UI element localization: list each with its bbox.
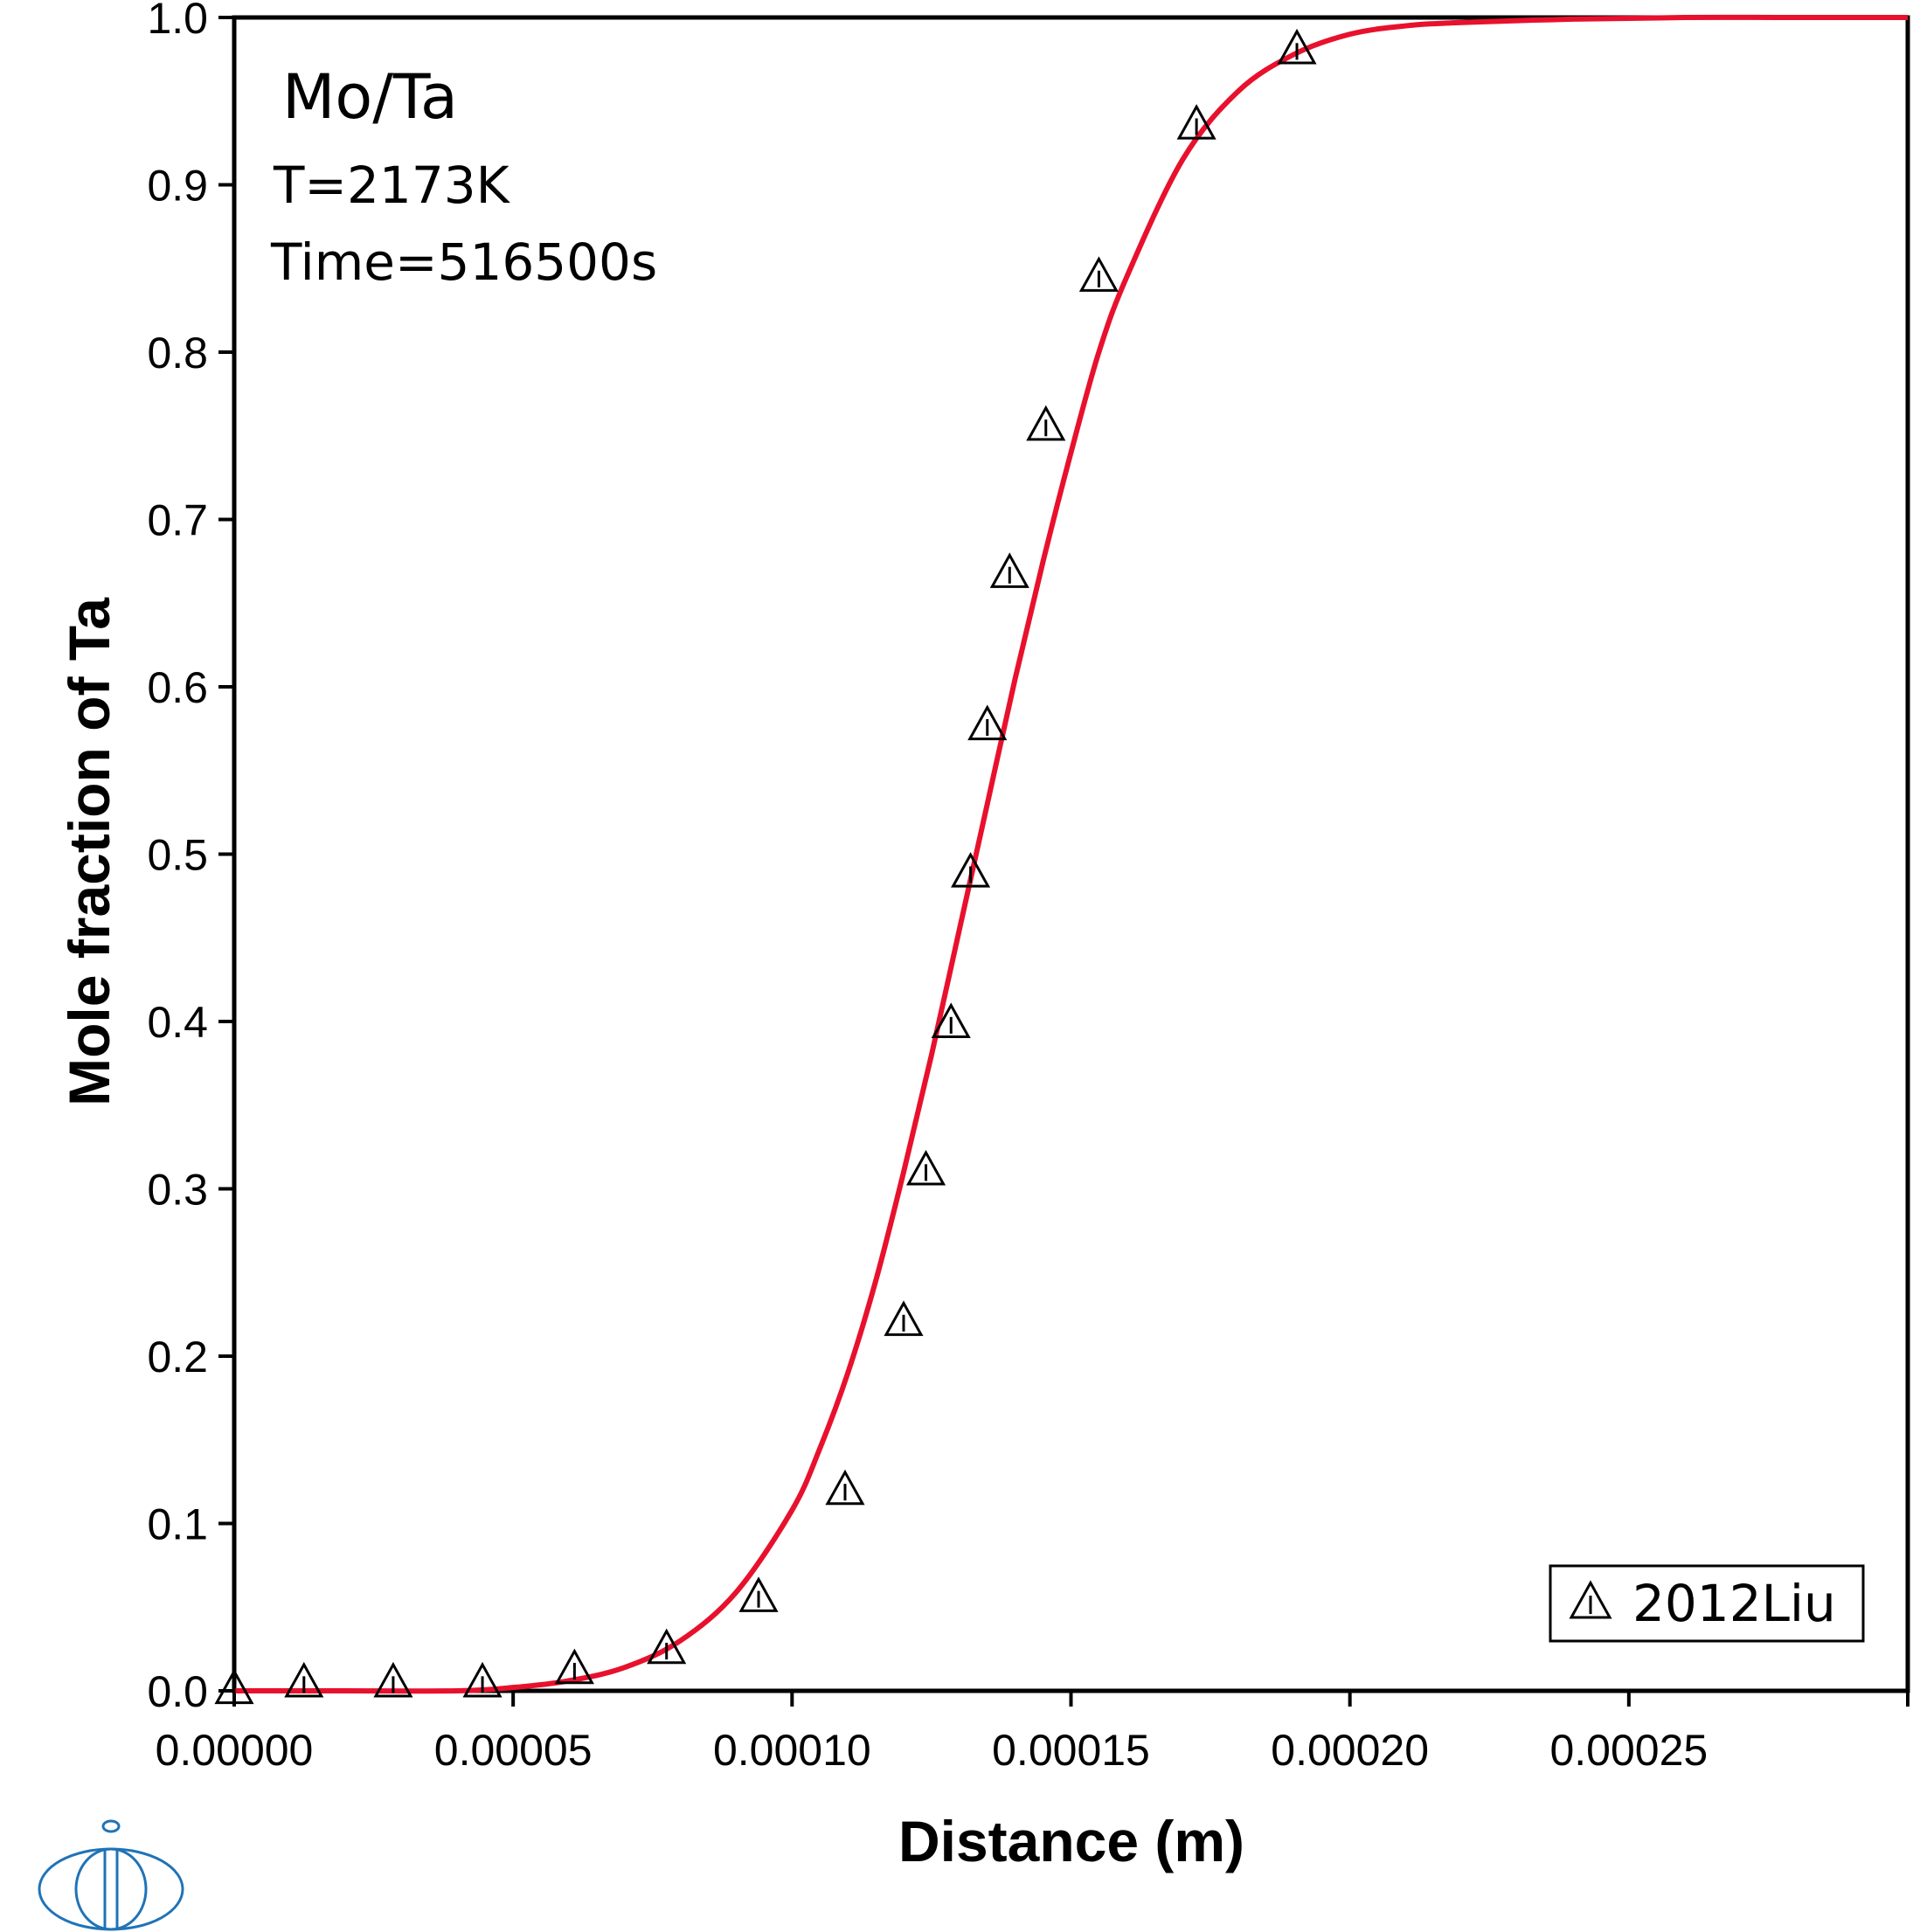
data-point-triangle [373, 1661, 413, 1698]
data-point-triangle [1277, 28, 1317, 65]
y-axis-title: Mole fraction of Ta [57, 597, 121, 1106]
y-axis-ticks: 0.0 0.1 0.2 0.3 0.4 0.5 0.6 0.7 0.8 0.9 1.0 [147, 0, 234, 1716]
x-tick-label: 0.00025 [1549, 1726, 1708, 1775]
data-point-triangle [214, 1668, 254, 1705]
y-tick-label: 1.0 [147, 0, 208, 43]
data-point-triangle [884, 1300, 924, 1336]
data-point-triangle [554, 1648, 594, 1685]
data-point-triangle [989, 552, 1029, 588]
data-point-triangle [967, 704, 1008, 741]
data-point-triangle [1078, 256, 1119, 292]
y-tick-label: 0.8 [147, 329, 208, 377]
y-tick-label: 0.1 [147, 1500, 208, 1549]
data-point-triangle [647, 1628, 687, 1665]
data-point-triangle [1569, 1580, 1612, 1619]
data-point-triangle [905, 1149, 946, 1186]
y-tick-label: 0.2 [147, 1333, 208, 1381]
x-tick-label: 0.00020 [1271, 1726, 1429, 1775]
model-curve-layer [234, 14, 1908, 1694]
data-point-triangle [284, 1661, 324, 1698]
data-point-triangle [931, 1002, 971, 1039]
data-point-triangle [1026, 405, 1066, 441]
x-tick-label: 0.00000 [156, 1726, 314, 1775]
annotation-temperature: T=2173K [273, 156, 511, 215]
y-tick-label: 0.3 [147, 1166, 208, 1215]
y-tick-label: 0.4 [147, 998, 208, 1047]
annotation-system: Mo/Ta [282, 61, 458, 133]
legend-label-2012liu: 2012Liu [1632, 1574, 1836, 1633]
x-tick-label: 0.00010 [713, 1726, 871, 1775]
x-tick-label: 0.00015 [992, 1726, 1150, 1775]
logo-icon [38, 1819, 184, 1931]
data-point-triangle [951, 852, 991, 888]
data-point-triangle [738, 1576, 779, 1612]
annotation-time: Time=516500s [270, 232, 657, 292]
x-axis-ticks: 0.00000 0.00005 0.00010 0.00015 0.00020 0.000… [156, 1691, 1910, 1775]
data-point-triangle [462, 1661, 503, 1698]
legend-triangle-icon [1569, 1580, 1612, 1619]
y-tick-label: 0.6 [147, 663, 208, 712]
y-tick-label: 0.7 [147, 496, 208, 545]
data-point-triangle [825, 1469, 865, 1506]
model-curve [234, 14, 1908, 1694]
x-axis-title: Distance (m) [898, 1809, 1244, 1873]
data-point-triangle [1176, 104, 1216, 140]
data-points-layer [214, 28, 1317, 1705]
y-tick-label: 0.9 [147, 162, 208, 211]
x-tick-label: 0.00005 [434, 1726, 593, 1775]
y-tick-label: 0.5 [147, 831, 208, 880]
y-tick-label: 0.0 [147, 1667, 208, 1716]
legend: 2012Liu [1549, 1564, 1865, 1643]
